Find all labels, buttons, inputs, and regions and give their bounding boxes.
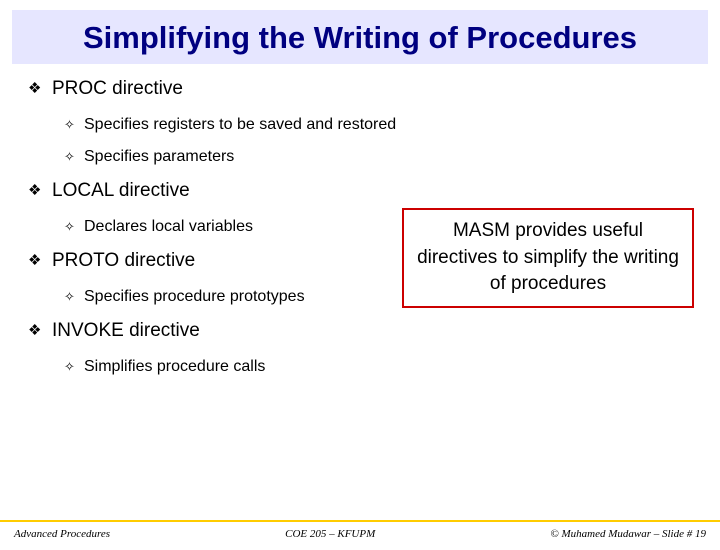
bullet-local: LOCAL directive <box>28 180 692 202</box>
slide-content: PROC directive Specifies registers to be… <box>0 64 720 400</box>
bullet-invoke: INVOKE directive <box>28 320 692 342</box>
callout-box: MASM provides useful directives to simpl… <box>402 208 694 308</box>
footer-right: © Muhamed Mudawar – Slide # 19 <box>550 528 706 540</box>
slide-footer: Advanced Procedures COE 205 – KFUPM © Mu… <box>0 520 720 550</box>
bullet-proc-sub1: Specifies registers to be saved and rest… <box>28 116 692 134</box>
footer-center: COE 205 – KFUPM <box>285 528 375 540</box>
bullet-proc-sub2: Specifies parameters <box>28 148 692 166</box>
slide-title: Simplifying the Writing of Procedures <box>32 20 688 56</box>
title-bar: Simplifying the Writing of Procedures <box>12 10 708 64</box>
bullet-proc: PROC directive <box>28 78 692 100</box>
bullet-invoke-sub1: Simplifies procedure calls <box>28 358 692 376</box>
footer-left: Advanced Procedures <box>14 528 110 540</box>
